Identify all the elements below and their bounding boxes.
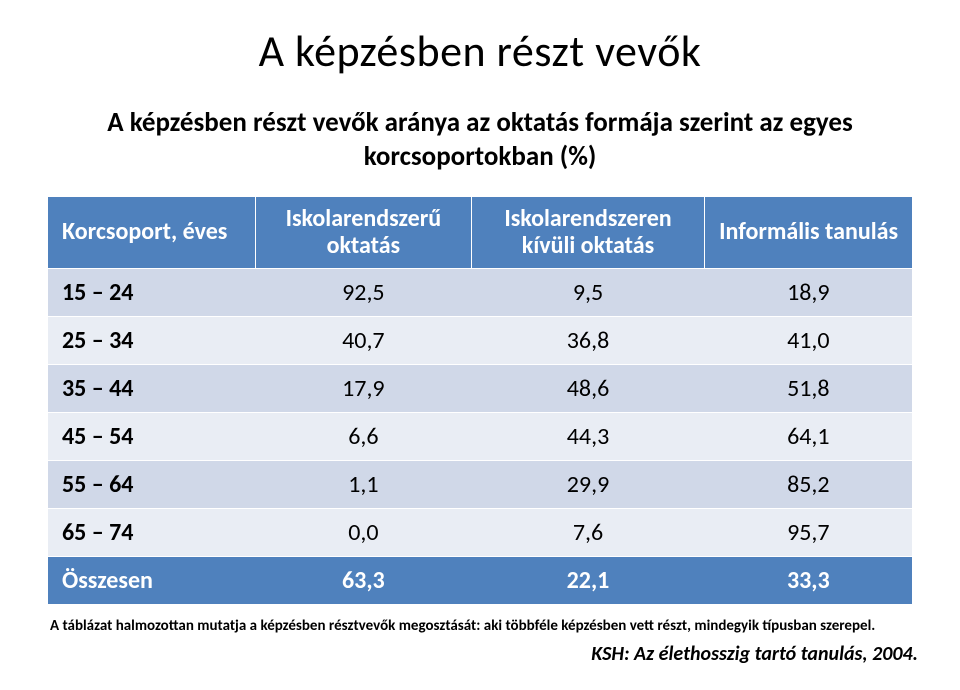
cell-value: 18,9 [705,268,912,316]
totals-value: 63,3 [255,556,471,604]
table-footnote: A táblázat halmozottan mutatja a képzésb… [50,617,910,637]
table-row: 45 – 54 6,6 44,3 64,1 [48,412,912,460]
cell-value: 17,9 [255,364,471,412]
col-header-nonschool: Iskolarendszeren kívüli oktatás [471,196,704,268]
cell-value: 95,7 [705,508,912,556]
cell-value: 64,1 [705,412,912,460]
cell-value: 92,5 [255,268,471,316]
cell-value: 1,1 [255,460,471,508]
row-label: 25 – 34 [48,316,255,364]
cell-value: 51,8 [705,364,912,412]
row-label: 15 – 24 [48,268,255,316]
cell-value: 85,2 [705,460,912,508]
col-header-school: Iskolarendszerű oktatás [255,196,471,268]
cell-value: 41,0 [705,316,912,364]
table-row: 25 – 34 40,7 36,8 41,0 [48,316,912,364]
source-citation: KSH: Az élethosszig tartó tanulás, 2004. [591,642,918,666]
subtitle: A képzésben részt vevők aránya az oktatá… [50,106,910,174]
table-row: 15 – 24 92,5 9,5 18,9 [48,268,912,316]
table-header-row: Korcsoport, éves Iskolarendszerű oktatás… [48,196,912,268]
slide-container: A képzésben részt vevők A képzésben rész… [0,0,960,690]
cell-value: 40,7 [255,316,471,364]
cell-value: 36,8 [471,316,704,364]
cell-value: 9,5 [471,268,704,316]
table-row: 65 – 74 0,0 7,6 95,7 [48,508,912,556]
cell-value: 48,6 [471,364,704,412]
table-row: 55 – 64 1,1 29,9 85,2 [48,460,912,508]
col-header-age: Korcsoport, éves [48,196,255,268]
cell-value: 0,0 [255,508,471,556]
cell-value: 7,6 [471,508,704,556]
cell-value: 29,9 [471,460,704,508]
row-label: 45 – 54 [48,412,255,460]
row-label: 65 – 74 [48,508,255,556]
cell-value: 44,3 [471,412,704,460]
participation-table: Korcsoport, éves Iskolarendszerű oktatás… [48,196,912,605]
cell-value: 6,6 [255,412,471,460]
table-totals-row: Összesen 63,3 22,1 33,3 [48,556,912,604]
totals-value: 22,1 [471,556,704,604]
row-label: 35 – 44 [48,364,255,412]
page-title: A képzésben részt vevők [48,24,912,78]
totals-value: 33,3 [705,556,912,604]
col-header-informal: Informális tanulás [705,196,912,268]
row-label: 55 – 64 [48,460,255,508]
totals-label: Összesen [48,556,255,604]
table-row: 35 – 44 17,9 48,6 51,8 [48,364,912,412]
